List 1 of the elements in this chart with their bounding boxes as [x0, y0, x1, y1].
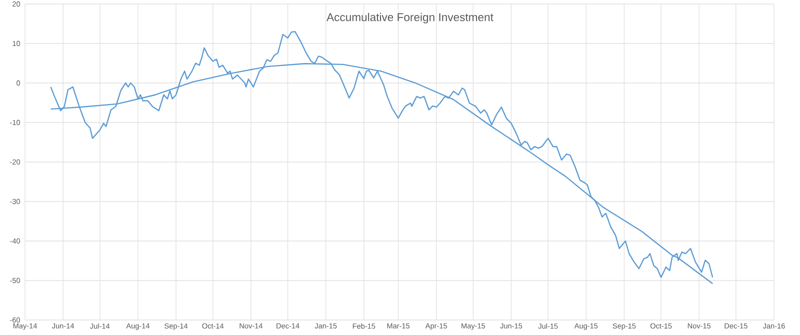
text: Accumulative Foreign Investment [326, 12, 494, 24]
